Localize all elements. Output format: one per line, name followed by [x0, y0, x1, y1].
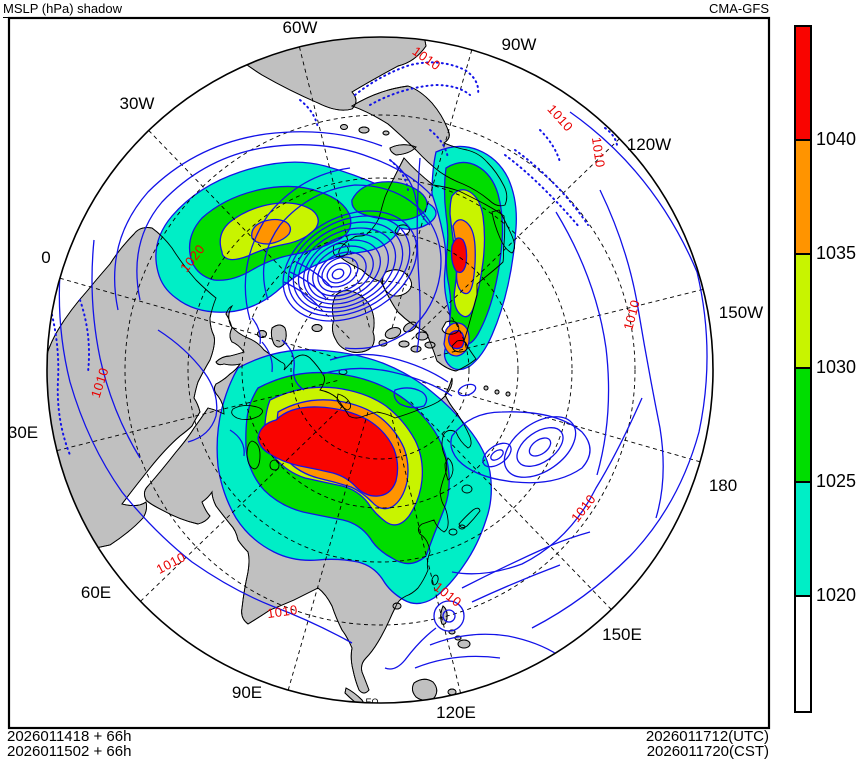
- colorbar-tick-1035: 1035: [816, 243, 857, 263]
- valid-time-utc: 2026011712(UTC): [645, 728, 769, 745]
- colorbar-segment-below-1020: [796, 597, 810, 711]
- meridian-label-30e: 30E: [8, 423, 38, 442]
- colorbar-segment-above-1040: [796, 27, 810, 141]
- meridian-label-60w: 60W: [283, 18, 318, 37]
- meridian-label-120e: 120E: [436, 703, 476, 722]
- meridian-label-150w: 150W: [719, 303, 763, 322]
- equator-label: EQ: [365, 697, 378, 707]
- colorbar-segment-1030-1035: [796, 255, 810, 369]
- contour-label: 1010: [589, 136, 608, 169]
- meridian-label-0: 0: [41, 248, 50, 267]
- colorbar: [794, 25, 812, 713]
- valid-time-cst: 2026011720(CST): [646, 743, 769, 760]
- contour-label: 1010: [410, 43, 444, 73]
- meridian-label-60e: 60E: [81, 583, 111, 602]
- contour-label: 1010: [266, 602, 299, 621]
- contour-label: 1010: [154, 549, 188, 577]
- meridian-label-120w: 120W: [627, 135, 671, 154]
- meridian-label-30w: 30W: [120, 94, 155, 113]
- plot-frame: [7, 16, 771, 730]
- colorbar-tick-1040: 1040: [816, 129, 857, 149]
- meridian-labels: 60W 90W 120W 150W 180 150E 120E 90E 60E …: [8, 18, 763, 722]
- meridian-label-180: 180: [709, 476, 737, 495]
- map-boundary-circle: [46, 36, 714, 704]
- colorbar-segment-1035-1040: [796, 141, 810, 255]
- isobar-layer: [47, 61, 708, 670]
- pressure-fill-layer: [155, 145, 517, 605]
- colorbar-tick-1025: 1025: [816, 471, 857, 491]
- init-time-line1: 2026011418 + 66h: [7, 728, 132, 745]
- init-time-line2: 2026011502 + 66h: [7, 743, 132, 760]
- colorbar-tick-1030: 1030: [816, 357, 857, 377]
- meridian-label-150e: 150E: [602, 625, 642, 644]
- colorbar-segment-1025-1030: [796, 369, 810, 483]
- meridian-label-90e: 90E: [232, 683, 262, 702]
- contour-label: 1010: [544, 101, 576, 134]
- colorbar-segment-1020-1025: [796, 483, 810, 597]
- meridian-label-90w: 90W: [502, 35, 537, 54]
- colorbar-tick-1020: 1020: [816, 585, 857, 605]
